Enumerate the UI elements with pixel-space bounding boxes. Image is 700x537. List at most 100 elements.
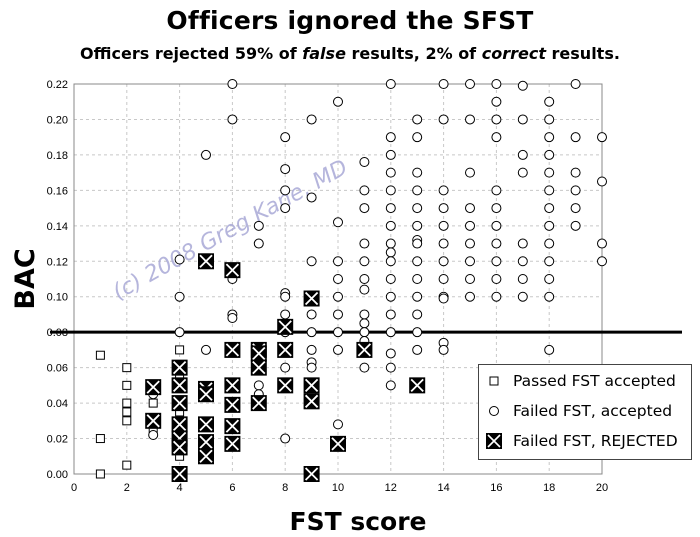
failed-accepted-point: [517, 238, 528, 249]
failed-accepted-point: [544, 185, 555, 196]
failed-accepted-point: [438, 79, 449, 89]
failed-accepted-point: [385, 309, 396, 320]
failed-accepted-point: [491, 256, 502, 267]
failed-accepted-point: [306, 309, 317, 320]
failed-accepted-point: [333, 291, 343, 302]
passed-point: [122, 363, 132, 373]
rejected-point: [277, 318, 294, 335]
x-tick-label: 2: [124, 482, 130, 494]
rejected-marker-cross: [278, 378, 292, 393]
failed-accepted-point: [385, 362, 396, 373]
y-tick-label: 0.04: [47, 398, 68, 410]
x-axis-ticks: 0 2 4 6 8 10 12 14 16 18 20: [71, 482, 608, 494]
failed-accepted-point: [570, 203, 581, 214]
failed-accepted-point: [174, 291, 185, 302]
passed-point: [122, 460, 132, 470]
failed-accepted-point: [412, 220, 423, 231]
rejected-point: [171, 439, 188, 456]
failed-accepted-point: [280, 362, 291, 373]
x-tick-label: 6: [229, 482, 235, 494]
x-tick-label: 20: [596, 482, 608, 494]
rejected-point: [303, 290, 320, 307]
failed-accepted-point: [491, 203, 502, 214]
failed-accepted-point: [306, 327, 317, 338]
rejected-point: [224, 435, 241, 452]
failed-accepted-point: [306, 362, 317, 373]
y-tick-label: 0.18: [47, 150, 68, 162]
failed-accepted-point: [280, 203, 291, 214]
rejected-point: [224, 341, 241, 358]
failed-accepted-point: [412, 203, 423, 214]
rejected-point: [250, 395, 267, 412]
failed-accepted-point: [385, 185, 396, 196]
rejected-marker-cross: [172, 417, 187, 432]
failed-accepted-point: [333, 96, 343, 107]
rejected-marker-cross: [225, 343, 240, 357]
failed-accepted-point: [359, 318, 370, 329]
failed-accepted-point: [597, 256, 607, 267]
failed-accepted-point: [385, 238, 396, 249]
y-axis-title: BAC: [10, 248, 41, 309]
x-tick-label: 12: [385, 482, 397, 494]
failed-accepted-point: [517, 114, 528, 125]
legend-item-failed-accepted: Failed FST, accepted: [485, 398, 672, 424]
y-tick-label: 0.16: [47, 185, 68, 197]
failed-accepted-point: [544, 114, 555, 125]
rejected-marker-cross: [252, 346, 266, 361]
failed-accepted-point: [544, 291, 555, 302]
failed-accepted-point: [491, 132, 502, 143]
rejected-marker-cross: [278, 320, 292, 334]
failed-accepted-point: [465, 274, 475, 284]
rejected-marker-cross: [225, 378, 240, 393]
failed-accepted-point: [333, 217, 343, 228]
legend-item-failed-rejected: Failed FST, REJECTED: [485, 428, 678, 454]
failed-accepted-point: [570, 185, 581, 196]
rejected-marker-cross: [199, 387, 213, 401]
failed-accepted-point: [570, 79, 581, 89]
failed-accepted-point: [306, 344, 317, 355]
failed-accepted-point: [385, 348, 396, 359]
failed-accepted-point: [385, 149, 396, 160]
rejected-point: [198, 448, 214, 465]
chart-subtitle: Officers rejected 59% of false results, …: [0, 44, 700, 63]
failed-accepted-point: [306, 256, 317, 267]
failed-accepted-point: [306, 192, 317, 203]
passed-point: [122, 407, 132, 417]
failed-accepted-point: [385, 203, 396, 214]
failed-accepted-point: [412, 327, 423, 338]
failed-accepted-point: [359, 256, 370, 267]
failed-accepted-point: [280, 185, 291, 196]
failed-accepted-point: [280, 132, 291, 143]
rejected-marker-cross: [146, 380, 160, 394]
failed-accepted-point: [412, 291, 423, 302]
failed-accepted-point: [333, 419, 343, 430]
failed-accepted-point: [412, 309, 423, 320]
failed-accepted-point: [412, 238, 423, 249]
rejected-marker-cross: [172, 360, 187, 375]
failed-accepted-point: [438, 220, 449, 231]
failed-accepted-point: [438, 203, 449, 214]
rejected-point: [171, 466, 188, 482]
failed-accepted-point: [465, 114, 475, 125]
passed-point: [148, 398, 158, 408]
legend-label-passed: Passed FST accepted: [513, 372, 676, 390]
rejected-point: [171, 359, 188, 376]
passed-point: [122, 416, 132, 426]
rejected-marker-cross: [199, 435, 213, 449]
failed-accepted-point: [491, 79, 502, 89]
y-tick-label: 0.22: [47, 79, 68, 91]
failed-accepted-point: [438, 293, 449, 304]
rejected-marker-cross: [225, 419, 240, 433]
rejected-marker-cross: [199, 254, 213, 268]
failed-accepted-point: [491, 291, 502, 302]
rejected-marker-cross: [172, 440, 187, 455]
rejected-marker-cross: [199, 449, 213, 463]
failed-accepted-point: [280, 433, 291, 444]
x-tick-label: 18: [543, 482, 555, 494]
failed-accepted-point: [359, 327, 370, 338]
rejected-marker-cross: [225, 398, 240, 412]
failed-accepted-point: [570, 167, 581, 178]
x-tick-label: 14: [437, 482, 449, 494]
failed-accepted-point: [438, 238, 449, 249]
failed-accepted-point: [465, 79, 475, 89]
